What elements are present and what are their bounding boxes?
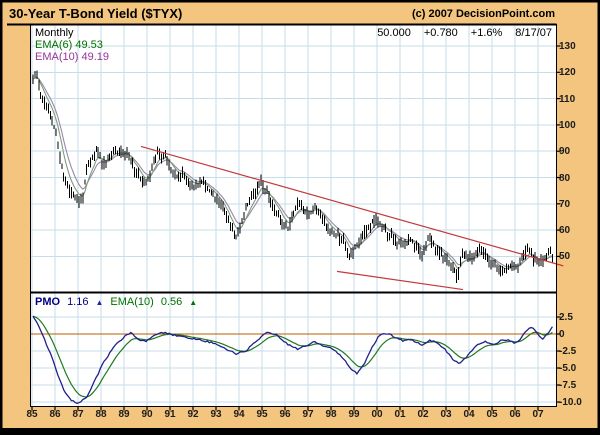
price-axis-label: 110 [559,93,576,105]
year-label: 01 [394,409,406,420]
quote-change-pct: +1.6% [470,27,503,39]
price-axis-label: 70 [559,198,571,210]
price-axis-label: 120 [559,67,576,79]
pmo-axis-label: -7.5 [559,380,577,391]
copyright-text: (c) 2007 DecisionPoint.com [411,8,555,20]
price-axis-label: 130 [559,41,576,52]
year-label: 96 [279,409,291,420]
pmo-value: 1.16 [67,296,89,308]
year-label: 86 [49,409,61,420]
year-label: 85 [26,409,38,420]
year-label: 93 [210,409,222,420]
quote-date: 8/17/07 [515,27,552,39]
price-axis-label: 50 [559,251,571,263]
pmo-axis-label: -5.0 [559,363,577,374]
timeframe-label: Monthly [35,27,74,39]
year-label: 89 [118,409,130,420]
year-label: 97 [302,409,314,420]
year-label: 03 [440,409,452,420]
year-label: 00 [371,409,383,420]
year-label: 02 [417,409,429,420]
year-label: 88 [95,409,107,420]
pmo-axis-label: -10.0 [559,397,582,408]
year-label: 99 [348,409,360,420]
trendline-1 [140,145,564,267]
year-label: 87 [72,409,84,420]
year-label: 05 [486,409,498,420]
year-label: 07 [532,409,544,420]
price-axis-label: 100 [559,119,576,131]
pmo-axis-label: 2.5 [559,312,573,323]
pmo-label: PMO [35,296,61,308]
pmo-ema-label: EMA(10) [110,296,154,308]
year-label: 91 [164,409,176,420]
pmo-axis-label: -2.5 [559,346,577,357]
price-axis-label: 60 [559,225,571,237]
pmo-ema-value: 0.56 [160,296,183,308]
quote-row: 50.000 +0.780 +1.6% 8/17/07 [377,27,552,39]
price-axis-label: 80 [559,172,571,184]
year-label: 94 [233,409,245,420]
pmo-ema-up-arrow-icon: ▲ [189,297,198,307]
quote-last: 50.000 [377,27,411,39]
year-label: 95 [256,409,268,420]
year-label: 06 [509,409,521,420]
year-label: 92 [187,409,199,420]
pmo-up-arrow-icon: ▲ [95,297,104,307]
trendline-2 [336,270,464,291]
price-axis-label: 90 [559,146,571,158]
quote-change: +0.780 [423,27,458,39]
ema6-legend: EMA(6) 49.53 [35,39,103,51]
year-label: 04 [463,409,475,420]
ema10-legend: EMA(10) 49.19 [35,51,109,63]
page-title: 30-Year T-Bond Yield ($TYX) [9,6,183,21]
year-label: 98 [325,409,337,420]
pmo-axis-label: 0 [559,329,565,340]
year-label: 90 [141,409,153,420]
pmo-legend: PMO 1.16 ▲ EMA(10) 0.56 ▲ [35,296,197,308]
